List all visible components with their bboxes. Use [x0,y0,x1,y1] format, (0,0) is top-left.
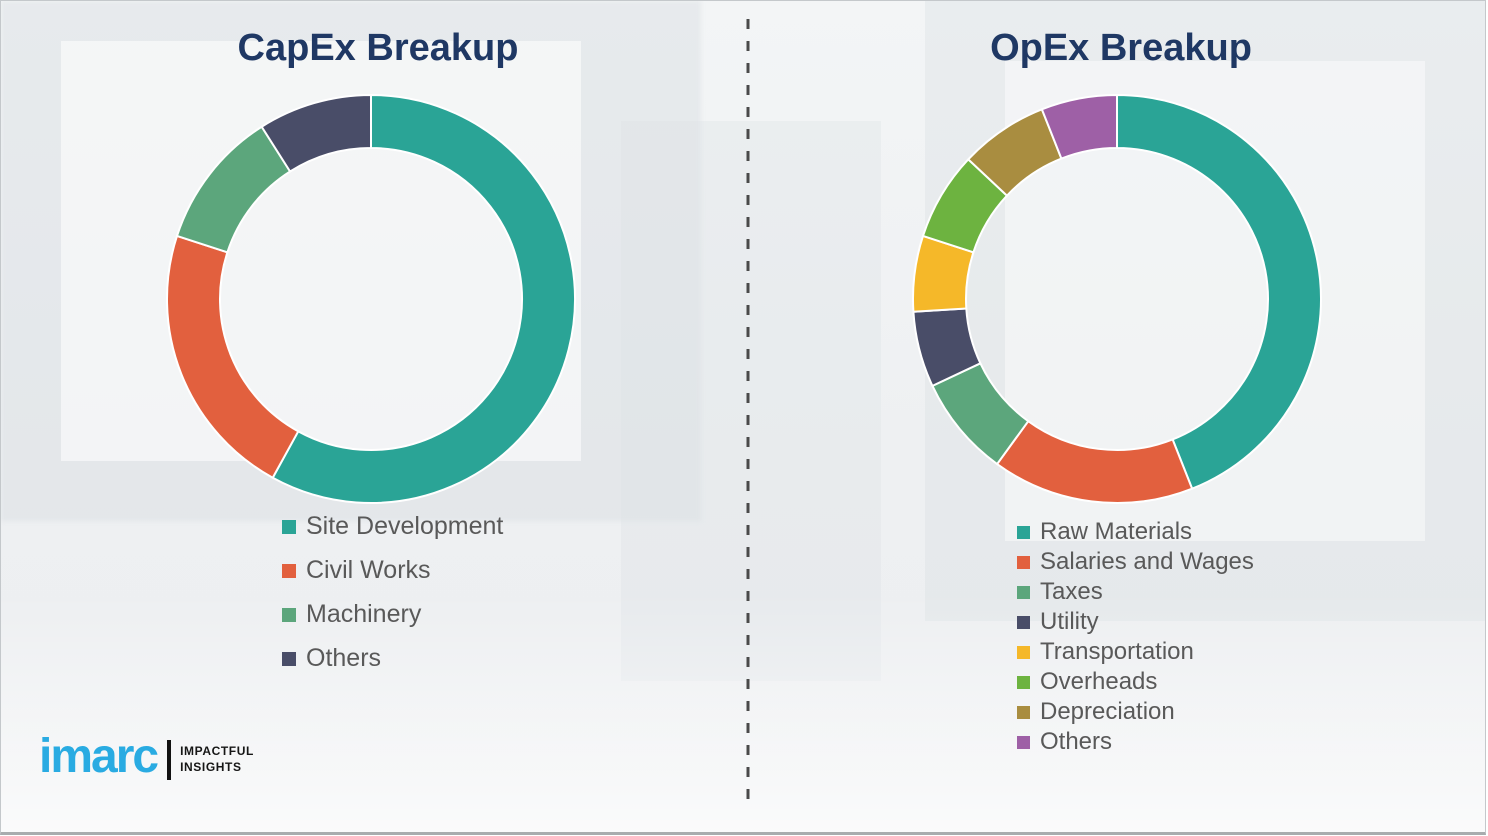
legend-item-overheads: Overheads [1017,667,1254,697]
legend-swatch-taxes [1017,585,1030,599]
legend-label: Transportation [1040,638,1194,665]
legend-item-machinery: Machinery [282,600,503,628]
site-development-slice [271,94,576,504]
capex-donut-chart [166,94,576,504]
others-slice [1040,94,1118,160]
legend-swatch-others [1017,735,1030,749]
legend-item-site-development: Site Development [282,512,504,540]
logo-tagline-line1: IMPACTFUL [180,744,254,759]
capex-chart-title: CapEx Breakup [237,27,519,69]
legend-label: Raw Materials [1040,518,1193,545]
legend-label: Others [1040,728,1113,755]
legend-item-depreciation: Depreciation [1017,697,1254,727]
legend-label: Site Development [306,512,504,540]
legend-item-utility: Utility [1017,607,1254,637]
legend-label: Civil Works [306,556,431,584]
legend-item-others: Others [282,644,503,672]
legend-swatch-depreciation [1017,705,1030,719]
legend-label: Utility [1040,608,1099,635]
civil-works-slice [166,234,300,479]
opex-chart-title: OpEx Breakup [990,27,1252,69]
capex-legend: Site Development Civil Works Machinery Othe… [282,512,504,689]
legend-item-others: Others [1017,727,1254,757]
panel-divider-dashed-line [746,19,750,799]
legend-swatch-site-development [282,519,296,534]
legend-label: Machinery [306,600,422,628]
raw-materials-slice [1116,94,1322,490]
legend-swatch-salaries-and-wages [1017,555,1030,569]
legend-item-transportation: Transportation [1017,637,1254,667]
imarc-logo: imarc IMPACTFUL INSIGHTS [39,733,254,787]
salaries-and-wages-slice [996,420,1194,504]
legend-swatch-raw-materials [1017,525,1030,539]
legend-item-raw-materials: Raw Materials [1017,517,1254,547]
legend-swatch-civil-works [282,563,296,578]
legend-label: Depreciation [1040,698,1175,725]
logo-tagline-line2: INSIGHTS [180,760,242,774]
legend-item-salaries-and-wages: Salaries and Wages [1017,547,1254,577]
logo-tagline: IMPACTFUL INSIGHTS [180,744,254,775]
opex-legend: Raw Materials Salaries and Wages Taxes Util… [1017,517,1254,757]
legend-label: Taxes [1040,578,1103,605]
legend-swatch-machinery [282,607,296,622]
logo-divider-bar [167,740,172,780]
legend-label: Overheads [1040,668,1158,695]
imarc-logo-wordmark: imarc [39,730,159,783]
legend-swatch-others [282,651,296,666]
legend-label: Salaries and Wages [1040,548,1254,575]
opex-donut-chart [912,94,1322,504]
legend-item-taxes: Taxes [1017,577,1254,607]
others-slice [260,94,372,173]
legend-swatch-utility [1017,615,1030,629]
legend-swatch-transportation [1017,645,1030,659]
legend-item-civil-works: Civil Works [282,556,503,584]
legend-swatch-overheads [1017,675,1030,689]
legend-label: Others [306,644,382,672]
